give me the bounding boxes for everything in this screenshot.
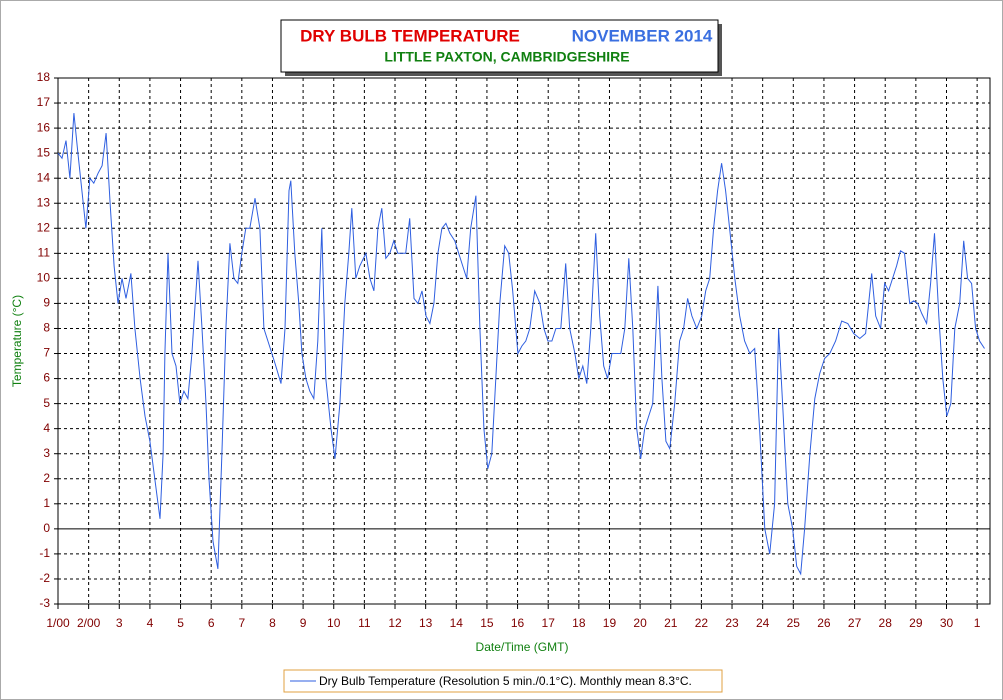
y-tick-label: 11 — [38, 246, 51, 260]
x-tick-label: 1/00 — [46, 616, 70, 630]
x-tick-label: 9 — [300, 616, 307, 630]
y-tick-label: 1 — [43, 496, 50, 510]
legend-box — [283, 669, 723, 693]
x-axis-label: Date/Time (GMT) — [476, 640, 569, 654]
y-tick-label: -1 — [39, 546, 50, 560]
x-tick-label: 22 — [695, 616, 709, 630]
x-tick-label: 16 — [511, 616, 525, 630]
x-tick-label: 15 — [480, 616, 494, 630]
x-tick-label: 20 — [633, 616, 647, 630]
x-tick-label: 19 — [603, 616, 617, 630]
y-tick-label: -3 — [39, 596, 50, 610]
y-tick-label: 15 — [37, 145, 51, 159]
legend-label: Dry Bulb Temperature (Resolution 5 min./… — [319, 674, 692, 688]
x-tick-label: 10 — [327, 616, 341, 630]
chart-title-period: NOVEMBER 2014 — [572, 26, 713, 45]
y-tick-label: 13 — [37, 195, 51, 209]
x-tick-label: 4 — [147, 616, 154, 630]
y-axis-label: Temperature (°C) — [10, 295, 24, 387]
x-tick-label: 13 — [419, 616, 433, 630]
x-tick-label: 1 — [974, 616, 981, 630]
x-tick-label: 29 — [909, 616, 923, 630]
plot-background — [57, 77, 991, 605]
y-tick-label: 0 — [43, 521, 50, 535]
x-tick-label: 18 — [572, 616, 586, 630]
x-tick-label: 12 — [388, 616, 402, 630]
y-tick-label: 6 — [43, 371, 50, 385]
y-tick-label: 2 — [43, 471, 50, 485]
y-tick-label: 17 — [37, 95, 51, 109]
x-tick-label: 26 — [817, 616, 831, 630]
x-tick-label: 5 — [177, 616, 184, 630]
x-tick-label: 30 — [940, 616, 954, 630]
y-tick-label: 5 — [43, 396, 50, 410]
chart-subtitle: LITTLE PAXTON, CAMBRIDGESHIRE — [384, 49, 629, 65]
x-tick-label: 21 — [664, 616, 678, 630]
y-tick-label: 18 — [37, 70, 51, 84]
temperature-line — [57, 113, 985, 576]
x-tick-label: 7 — [238, 616, 245, 630]
x-tick-label: 27 — [848, 616, 862, 630]
x-tick-label: 23 — [725, 616, 739, 630]
y-tick-label: 7 — [43, 346, 50, 360]
y-tick-label: 3 — [43, 446, 50, 460]
y-tick-label: 4 — [43, 421, 50, 435]
y-tick-label: 9 — [43, 296, 50, 310]
y-tick-label: 8 — [43, 321, 50, 335]
x-tick-label: 8 — [269, 616, 276, 630]
x-tick-label: 11 — [358, 616, 371, 630]
x-tick-label: 6 — [208, 616, 215, 630]
x-tick-label: 14 — [450, 616, 464, 630]
x-tick-label: 24 — [756, 616, 770, 630]
chart-title: DRY BULB TEMPERATURE — [300, 26, 520, 45]
y-tick-label: 10 — [37, 271, 51, 285]
y-tick-label: -2 — [39, 571, 50, 585]
x-tick-label: 3 — [116, 616, 123, 630]
x-tick-label: 25 — [787, 616, 801, 630]
x-tick-label: 2/00 — [77, 616, 101, 630]
x-tick-label: 17 — [542, 616, 556, 630]
y-tick-label: 16 — [37, 120, 51, 134]
title-box — [280, 19, 719, 73]
y-tick-label: 14 — [37, 170, 51, 184]
x-tick-label: 28 — [879, 616, 893, 630]
y-tick-label: 12 — [37, 220, 51, 234]
